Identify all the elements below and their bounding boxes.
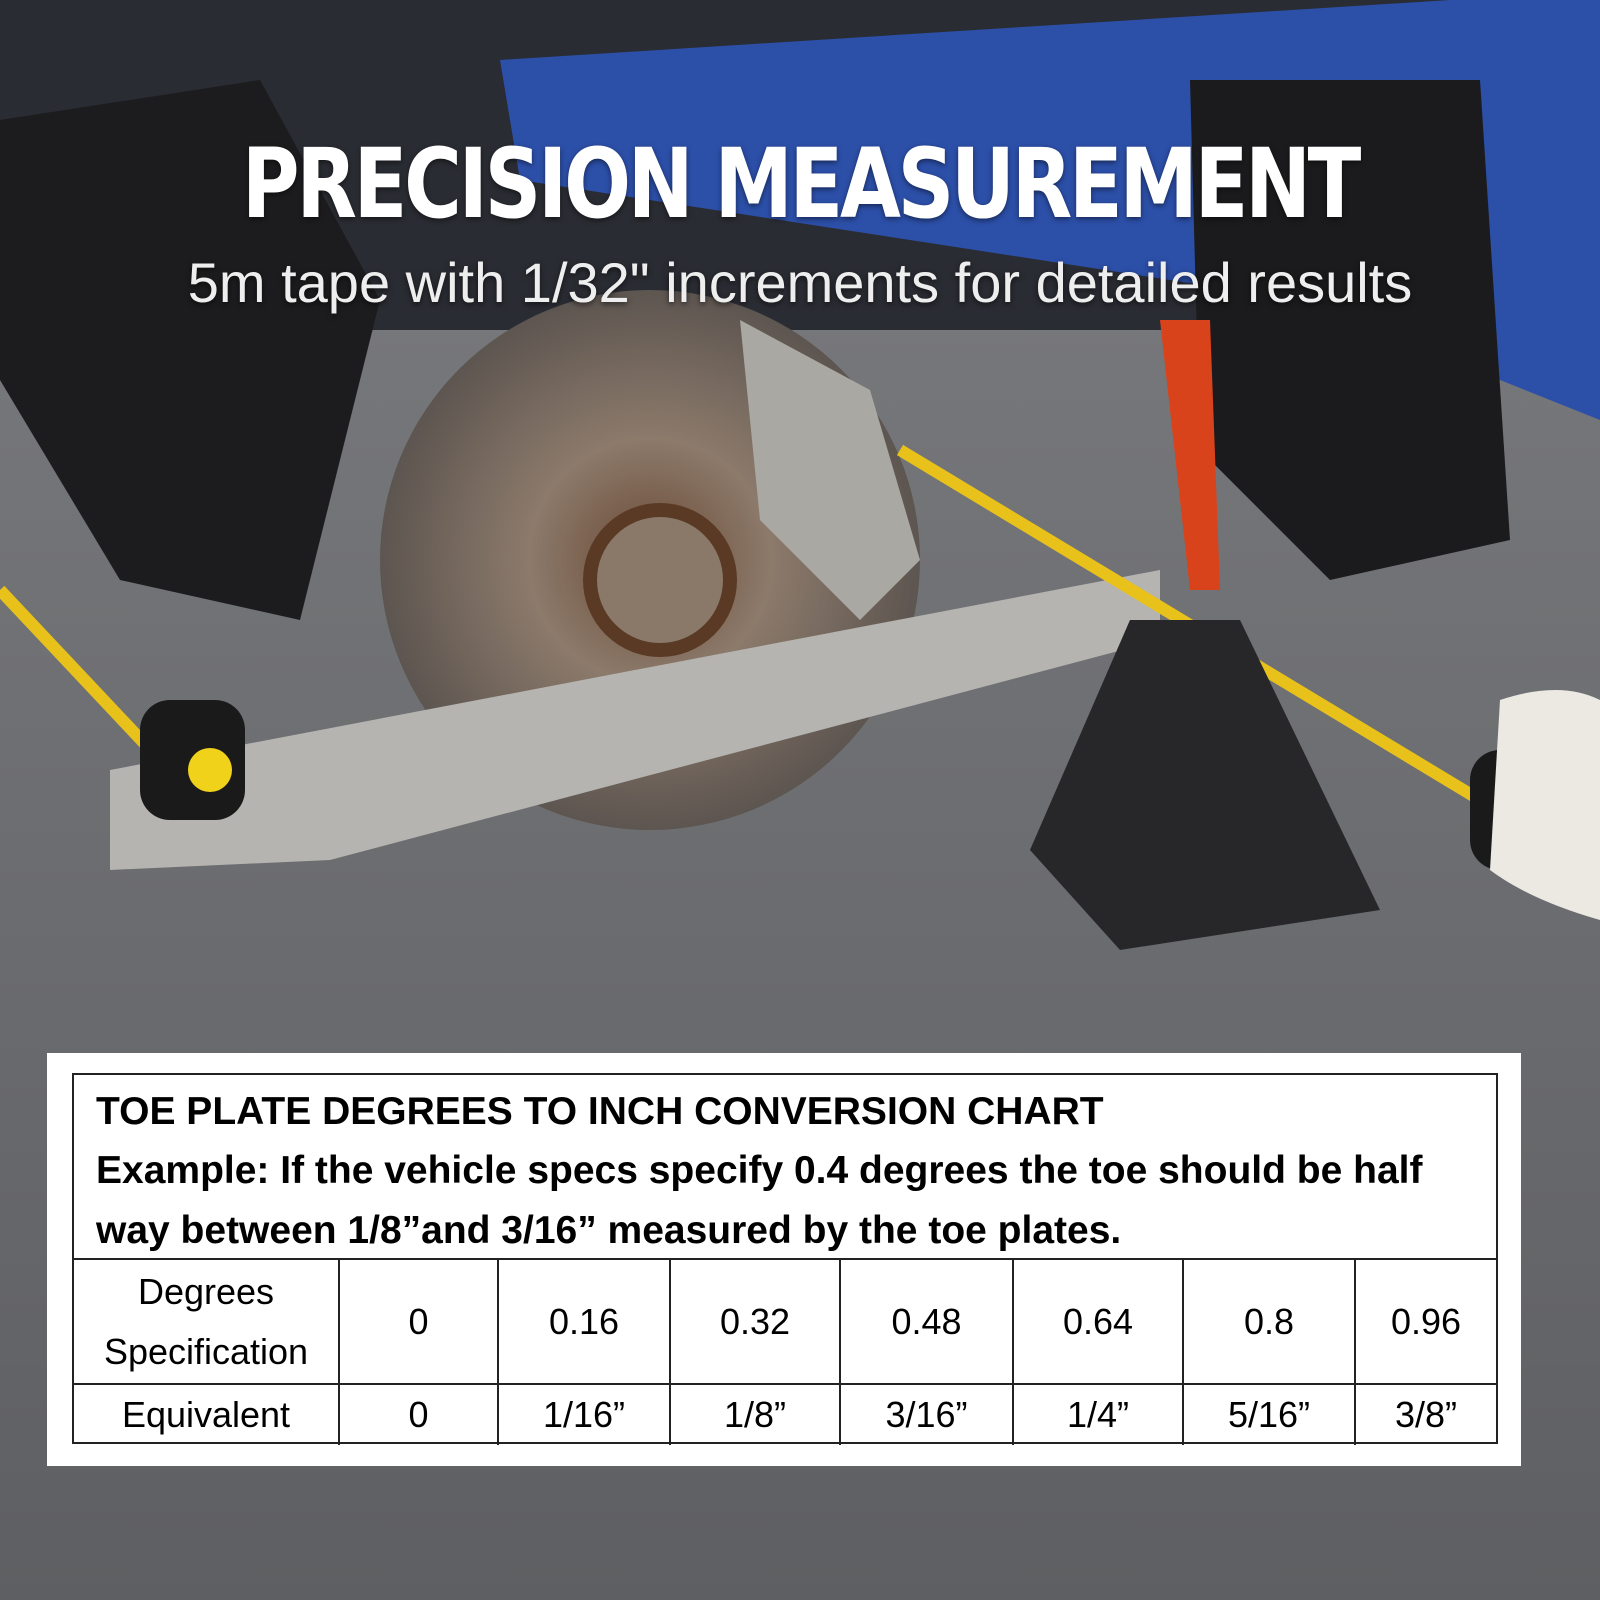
table-cell: 0.64 xyxy=(1012,1260,1183,1385)
table-cell: 0 xyxy=(338,1260,498,1385)
table-cell: 0.16 xyxy=(497,1260,670,1385)
table-cell: 1/16” xyxy=(497,1384,670,1445)
subheadline: 5m tape with 1/32" increments for detail… xyxy=(187,251,1413,314)
table-header: TOE PLATE DEGREES TO INCH CONVERSION CHA… xyxy=(74,1075,1496,1260)
row-header: Equivalent xyxy=(121,1394,291,1435)
table-cell: 5/16” xyxy=(1182,1384,1355,1445)
table-body: Degrees Specification 0 0.16 0.32 0.48 0.64 0.… xyxy=(74,1260,1496,1445)
table-cell: 3/8” xyxy=(1354,1384,1496,1445)
table-cell: 0.32 xyxy=(669,1260,840,1385)
table-note: Example: If the vehicle specs specify 0.… xyxy=(96,1149,1423,1252)
conversion-panel: TOE PLATE DEGREES TO INCH CONVERSION CHA… xyxy=(47,1053,1521,1466)
table-cell: 0.96 xyxy=(1354,1260,1496,1385)
table-cell: 0.48 xyxy=(839,1260,1013,1385)
table-cell: 1/4” xyxy=(1012,1384,1183,1445)
table-cell: 3/16” xyxy=(839,1384,1013,1445)
conversion-table: Degrees Specification 0 0.16 0.32 0.48 0.64 0.… xyxy=(74,1260,1496,1445)
table-cell: 0 xyxy=(338,1384,498,1445)
table-row: Degrees Specification 0 0.16 0.32 0.48 0.64 0.… xyxy=(74,1260,1496,1385)
table-title: TOE PLATE DEGREES TO INCH CONVERSION CHA… xyxy=(96,1090,1104,1133)
row-header: Degrees Specification xyxy=(74,1260,339,1385)
headline: PRECISION MEASUREMENT xyxy=(241,128,1361,240)
conversion-table-box: TOE PLATE DEGREES TO INCH CONVERSION CHA… xyxy=(72,1073,1498,1445)
table-row: Equivalent 0 1/16” 1/8” 3/16” 1/4” 5/16” 3/8” xyxy=(74,1384,1496,1445)
table-cell: 1/8” xyxy=(669,1384,840,1445)
table-cell: 0.8 xyxy=(1182,1260,1355,1385)
